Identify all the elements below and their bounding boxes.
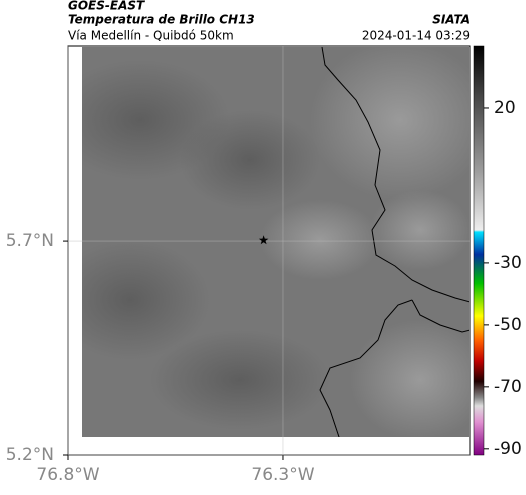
x-tick-label: 76.3°W [251,465,314,485]
location-marker [258,235,269,245]
region: Vía Medellín - Quibdó 50km [68,29,234,43]
satellite-image [82,47,469,437]
title: GOES-EAST [68,0,145,13]
colorbar-tick-label: -50 [494,315,522,335]
colorbar [473,45,485,456]
colorbar-tick-label: -30 [494,253,522,273]
colorbar-tick-label: -90 [494,439,522,459]
colorbar-tick-label: 20 [494,98,516,118]
y-tick-label: 5.2°N [6,445,54,465]
colorbar-tick-label: -70 [494,377,522,397]
datetime: 2024-01-14 03:29 [362,29,470,43]
y-tick-label: 5.7°N [6,231,54,251]
source: SIATA [432,13,470,27]
x-tick-label: 76.8°W [36,465,99,485]
subtitle: Temperatura de Brillo CH13 [68,13,255,27]
